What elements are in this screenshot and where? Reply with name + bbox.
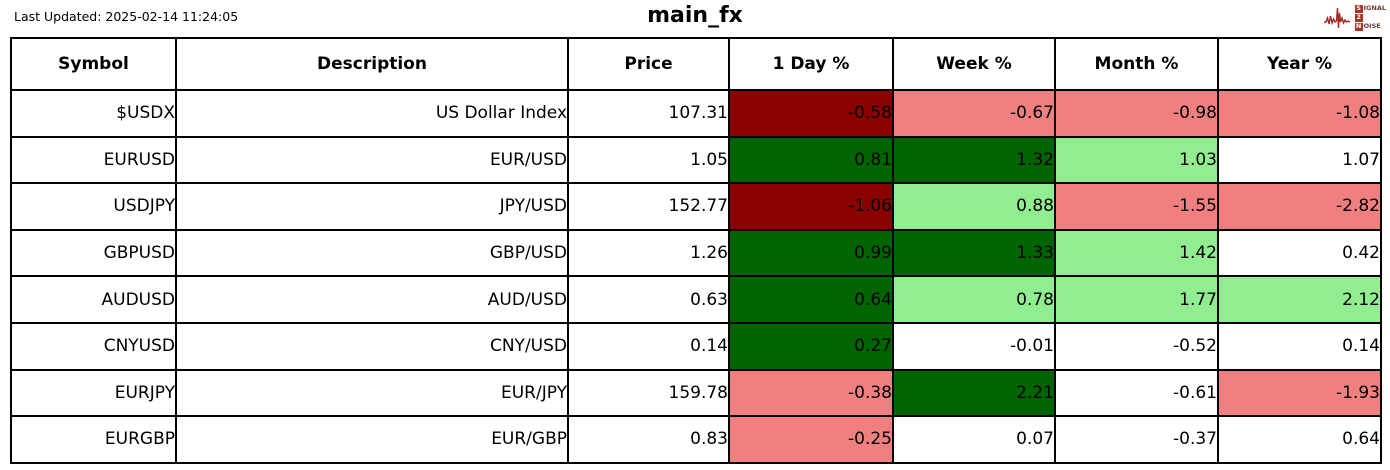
description-cell: EUR/GBP [175,415,569,464]
column-header: Year % [1217,37,1382,91]
header-row: Symbol Description Price 1 Day % Week % Month… [10,37,1382,91]
logo-text: S IGNAL 2 N OISE [1354,4,1386,31]
change-cell: -0.61 [1054,368,1219,418]
description-cell: JPY/USD [175,182,569,231]
logo-letterbox-2: 2 [1354,13,1363,22]
logo-letterbox-s: S [1354,4,1363,13]
change-cell: 0.64 [728,275,894,324]
change-cell: -0.52 [1054,321,1219,371]
change-cell: 1.32 [892,135,1056,185]
logo-text-signal: IGNAL [1363,4,1386,13]
last-updated-text: Last Updated: 2025-02-14 11:24:05 [14,9,239,24]
table-row: $USDX US Dollar Index 107.31 -0.58 -0.67 -0.9… [10,89,1382,138]
change-cell: 1.42 [1054,228,1219,278]
seismograph-waveform-icon [1323,7,1350,29]
change-cell: -2.82 [1217,182,1382,231]
table-row: EURJPY EUR/JPY 159.78 -0.38 2.21 -0.61 -1.93 [10,368,1382,418]
column-header: Description [175,37,569,91]
description-cell: US Dollar Index [175,89,569,138]
price-cell: 1.05 [567,135,730,185]
signal2noise-logo: S IGNAL 2 N OISE [1323,4,1386,31]
table-row: USDJPY JPY/USD 152.77 -1.06 0.88 -1.55 -2.82 [10,182,1382,231]
price-cell: 159.78 [567,368,730,418]
symbol-cell: $USDX [10,89,177,138]
change-cell: -0.67 [892,89,1056,138]
change-cell: 0.78 [892,275,1056,324]
change-cell: 0.81 [728,135,894,185]
change-cell: 0.14 [1217,321,1382,371]
change-cell: 1.03 [1054,135,1219,185]
price-cell: 0.14 [567,321,730,371]
table-row: GBPUSD GBP/USD 1.26 0.99 1.33 1.42 0.42 [10,228,1382,278]
symbol-cell: GBPUSD [10,228,177,278]
change-cell: 1.07 [1217,135,1382,185]
price-cell: 0.63 [567,275,730,324]
logo-line-signal: S IGNAL [1354,4,1386,13]
column-header: Week % [892,37,1056,91]
description-cell: CNY/USD [175,321,569,371]
change-cell: -0.37 [1054,415,1219,464]
change-cell: 0.07 [892,415,1056,464]
symbol-cell: EURGBP [10,415,177,464]
symbol-cell: EURUSD [10,135,177,185]
symbol-cell: EURJPY [10,368,177,418]
change-cell: -1.55 [1054,182,1219,231]
price-cell: 107.31 [567,89,730,138]
logo-text-noise: OISE [1363,22,1381,31]
change-cell: 0.88 [892,182,1056,231]
column-header: Price [567,37,730,91]
logo-line-2: 2 [1354,13,1386,22]
table-row: CNYUSD CNY/USD 0.14 0.27 -0.01 -0.52 0.14 [10,321,1382,371]
change-cell: -0.01 [892,321,1056,371]
change-cell: -0.98 [1054,89,1219,138]
symbol-cell: CNYUSD [10,321,177,371]
description-cell: EUR/JPY [175,368,569,418]
logo-line-noise: N OISE [1354,22,1386,31]
change-cell: 0.64 [1217,415,1382,464]
table-row: AUDUSD AUD/USD 0.63 0.64 0.78 1.77 2.12 [10,275,1382,324]
change-cell: 2.21 [892,368,1056,418]
column-header: Symbol [10,37,177,91]
change-cell: -1.06 [728,182,894,231]
symbol-cell: AUDUSD [10,275,177,324]
change-cell: 0.99 [728,228,894,278]
table-row: EURGBP EUR/GBP 0.83 -0.25 0.07 -0.37 0.64 [10,415,1382,464]
change-cell: 1.33 [892,228,1056,278]
page-title: main_fx [647,3,743,28]
column-header: Month % [1054,37,1219,91]
change-cell: -0.25 [728,415,894,464]
description-cell: GBP/USD [175,228,569,278]
change-cell: 2.12 [1217,275,1382,324]
logo-letterbox-n: N [1354,22,1363,31]
description-cell: AUD/USD [175,275,569,324]
fx-table: Symbol Description Price 1 Day % Week % Month… [10,37,1382,464]
price-cell: 0.83 [567,415,730,464]
column-header: 1 Day % [728,37,894,91]
table-row: EURUSD EUR/USD 1.05 0.81 1.32 1.03 1.07 [10,135,1382,185]
change-cell: 1.77 [1054,275,1219,324]
price-cell: 152.77 [567,182,730,231]
price-cell: 1.26 [567,228,730,278]
change-cell: -1.93 [1217,368,1382,418]
symbol-cell: USDJPY [10,182,177,231]
change-cell: -1.08 [1217,89,1382,138]
change-cell: 0.27 [728,321,894,371]
change-cell: 0.42 [1217,228,1382,278]
change-cell: -0.38 [728,368,894,418]
table-body: $USDX US Dollar Index 107.31 -0.58 -0.67 -0.9… [10,89,1382,464]
change-cell: -0.58 [728,89,894,138]
description-cell: EUR/USD [175,135,569,185]
